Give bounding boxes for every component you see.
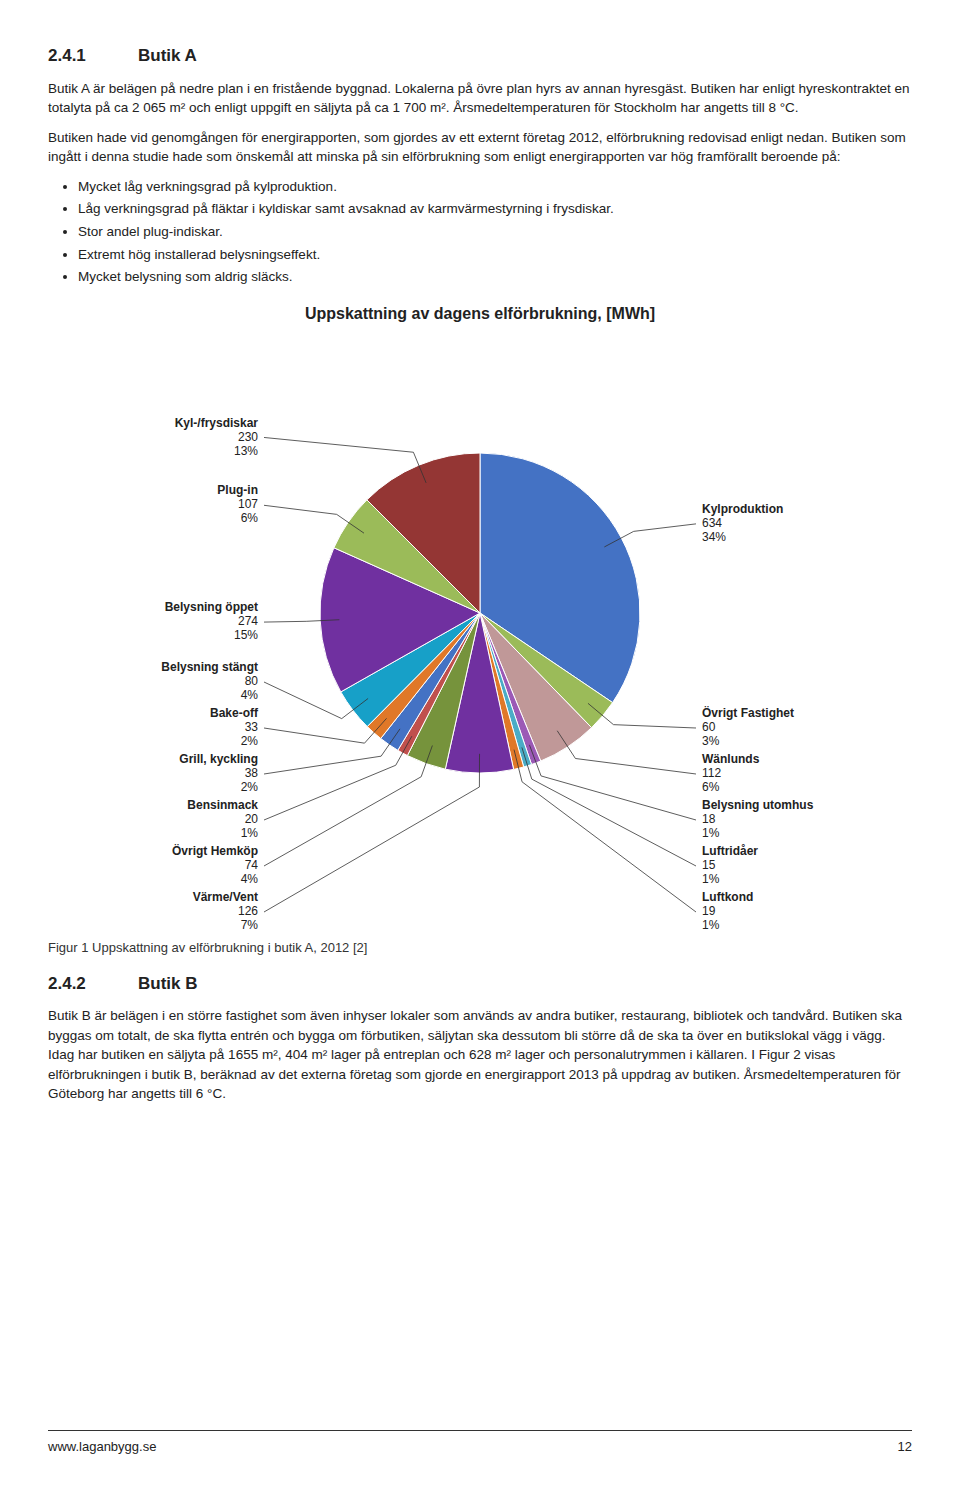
leader-line: [514, 749, 696, 911]
slice-label: Wänlunds: [702, 752, 760, 766]
slice-label: Kylproduktion: [702, 502, 783, 516]
section-title: Butik B: [138, 974, 198, 993]
page: 2.4.1Butik A Butik A är belägen på nedre …: [0, 0, 960, 1487]
slice-percent: 1%: [702, 918, 720, 932]
leader-line: [264, 505, 364, 533]
figure-caption: Figur 1 Uppskattning av elförbrukning i …: [48, 939, 912, 958]
slice-label: Belysning utomhus: [702, 798, 814, 812]
slice-percent: 4%: [241, 872, 259, 886]
section-number: 2.4.2: [48, 972, 138, 997]
slice-label: Belysning stängt: [161, 660, 258, 674]
bullet-item: Låg verkningsgrad på fläktar i kyldiskar…: [78, 199, 912, 219]
section-title: Butik A: [138, 46, 197, 65]
slice-value: 18: [702, 812, 716, 826]
page-number: 12: [898, 1438, 912, 1457]
slice-percent: 15%: [234, 628, 258, 642]
section-heading: 2.4.1Butik A: [48, 44, 912, 69]
slice-label: Luftridåer: [702, 844, 758, 858]
slice-value: 33: [245, 720, 259, 734]
leader-line: [264, 682, 368, 719]
bullet-item: Extremt hög installerad belysningseffekt…: [78, 245, 912, 265]
slice-value: 20: [245, 812, 259, 826]
paragraph: Butik A är belägen på nedre plan i en fr…: [48, 79, 912, 118]
slice-label: Luftkond: [702, 890, 753, 904]
paragraph: Butik B är belägen i en större fastighet…: [48, 1006, 912, 1104]
leader-line: [529, 745, 696, 820]
slice-label: Plug-in: [217, 483, 258, 497]
bullet-list: Mycket låg verkningsgrad på kylproduktio…: [48, 177, 912, 287]
leader-line: [588, 703, 696, 728]
footer-text: www.laganbygg.se: [48, 1438, 156, 1457]
slice-percent: 7%: [241, 918, 259, 932]
slice-percent: 34%: [702, 530, 726, 544]
slice-percent: 6%: [702, 780, 720, 794]
leader-line: [264, 437, 426, 482]
section-number: 2.4.1: [48, 44, 138, 69]
slice-label: Grill, kyckling: [179, 752, 258, 766]
leader-line: [264, 754, 480, 912]
bullet-item: Stor andel plug-indiskar.: [78, 222, 912, 242]
slice-percent: 3%: [702, 734, 720, 748]
bullet-item: Mycket belysning som aldrig släcks.: [78, 267, 912, 287]
slice-percent: 4%: [241, 688, 259, 702]
slice-percent: 1%: [702, 826, 720, 840]
slice-value: 38: [245, 766, 259, 780]
slice-label: Övrigt Fastighet: [702, 705, 794, 720]
slice-label: Värme/Vent: [193, 890, 258, 904]
slice-percent: 6%: [241, 511, 259, 525]
slice-label: Belysning öppet: [165, 600, 258, 614]
leader-line: [264, 729, 400, 774]
chart-title: Uppskattning av dagens elförbrukning, [M…: [305, 305, 655, 322]
slice-value: 15: [702, 858, 716, 872]
pie-chart: Uppskattning av dagens elförbrukning, [M…: [48, 295, 912, 935]
slice-percent: 2%: [241, 734, 259, 748]
slice-value: 74: [245, 858, 259, 872]
footer-line: [48, 1430, 912, 1431]
leader-line: [604, 524, 696, 547]
leader-line: [522, 747, 696, 866]
slice-value: 112: [702, 766, 721, 780]
slice-value: 274: [238, 614, 258, 628]
slices: [320, 453, 640, 773]
slice-value: 634: [702, 516, 722, 530]
slice-percent: 1%: [702, 872, 720, 886]
leader-line: [264, 745, 432, 865]
slice-label: Övrigt Hemköp: [172, 843, 258, 858]
data-labels: Kylproduktion63434% Övrigt Fastighet603% W…: [161, 415, 813, 932]
slice-value: 126: [238, 904, 258, 918]
slice-percent: 1%: [241, 826, 259, 840]
slice-label: Bensinmack: [187, 798, 258, 812]
leader-line: [264, 619, 339, 621]
slice-value: 19: [702, 904, 716, 918]
leader-line: [264, 718, 387, 743]
paragraph: Butiken hade vid genomgången för energir…: [48, 128, 912, 167]
leader-line: [264, 736, 412, 820]
slice-label: Bake-off: [210, 706, 259, 720]
slice-value: 80: [245, 674, 259, 688]
section-heading: 2.4.2Butik B: [48, 972, 912, 997]
slice-value: 230: [238, 429, 258, 443]
slice-percent: 2%: [241, 780, 259, 794]
slice-percent: 13%: [234, 443, 258, 457]
slice-label: Kyl-/frysdiskar: [175, 415, 259, 429]
slice-value: 107: [238, 497, 258, 511]
leader-line: [557, 730, 696, 773]
slice-value: 60: [702, 720, 716, 734]
bullet-item: Mycket låg verkningsgrad på kylproduktio…: [78, 177, 912, 197]
